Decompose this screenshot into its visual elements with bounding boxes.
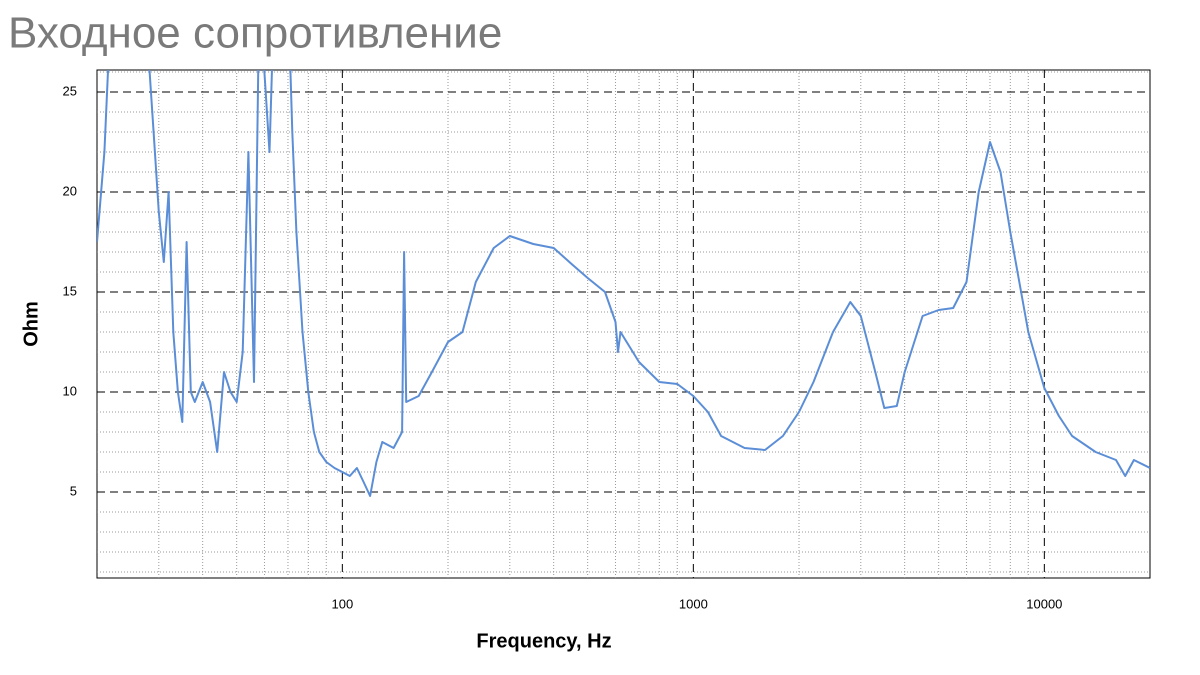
x-tick-label: 10000 [1026, 596, 1062, 611]
y-tick-label: 5 [70, 483, 77, 498]
x-axis-label: Frequency, Hz [476, 630, 611, 652]
grid [97, 70, 1150, 578]
x-tick-label: 1000 [679, 596, 708, 611]
y-tick-label: 25 [63, 83, 77, 98]
plot-area [97, 70, 1150, 497]
y-tick-label: 10 [63, 383, 77, 398]
chart-title: Входное сопротивление [8, 9, 502, 58]
y-tick-label: 15 [63, 283, 77, 298]
y-tick-label: 20 [63, 183, 77, 198]
impedance-line [97, 70, 1150, 497]
plot-frame [96, 69, 1151, 579]
y-axis-label: Ohm [20, 301, 42, 347]
x-tick-label: 100 [331, 596, 353, 611]
